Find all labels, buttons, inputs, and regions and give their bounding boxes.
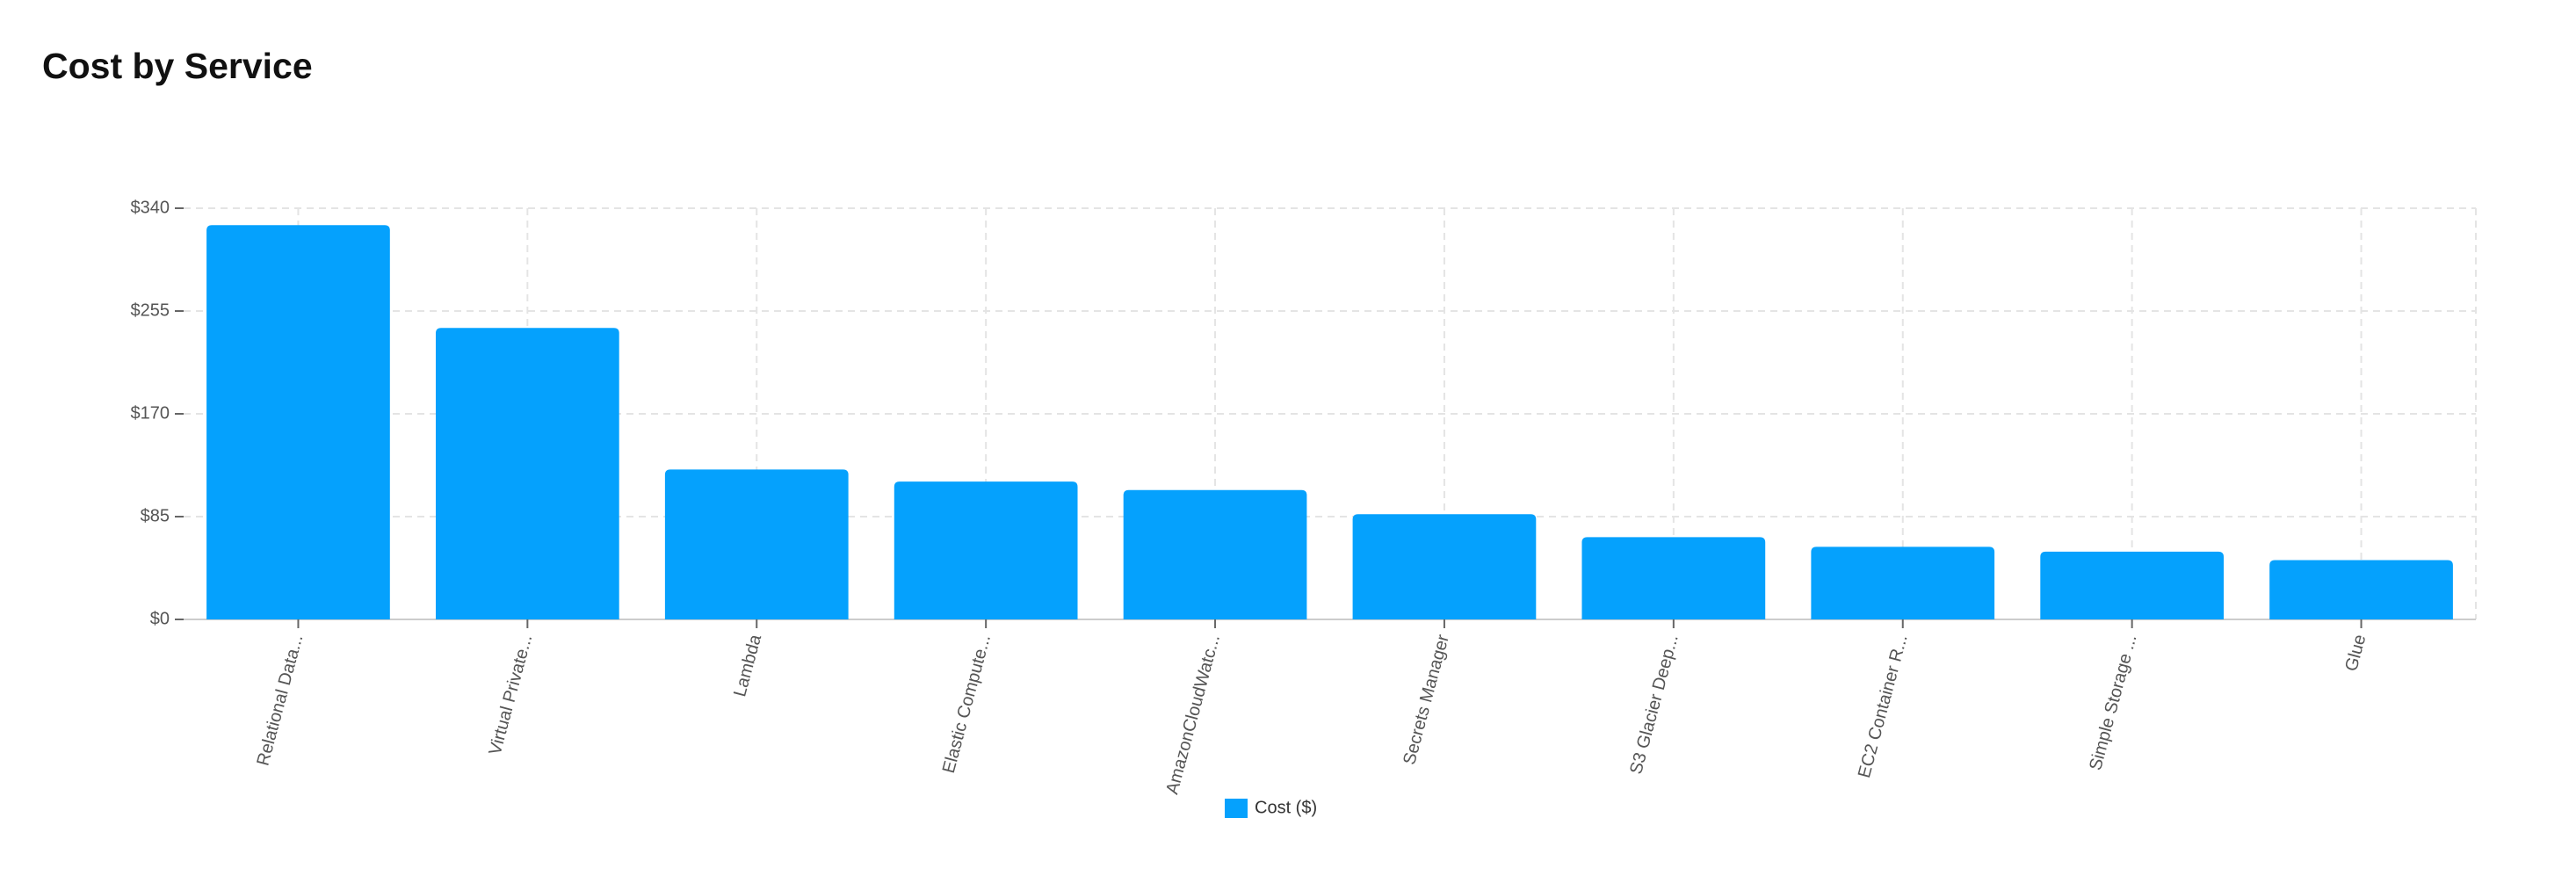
bar bbox=[1581, 537, 1766, 619]
x-tick-label: Secrets Manager bbox=[1400, 633, 1453, 767]
legend-label: Cost ($) bbox=[1255, 798, 1317, 817]
bar bbox=[1352, 514, 1537, 619]
x-tick-label: AmazonCloudWatc... bbox=[1162, 633, 1224, 796]
bar bbox=[1811, 546, 1995, 619]
x-tick-label: Simple Storage ... bbox=[2086, 633, 2140, 772]
bar bbox=[206, 225, 390, 619]
legend-swatch bbox=[1225, 799, 1248, 818]
x-tick-label: Glue bbox=[2341, 633, 2370, 674]
bar bbox=[1123, 489, 1307, 619]
x-tick-label: S3 Glacier Deep... bbox=[1626, 633, 1682, 777]
legend: Cost ($) bbox=[1225, 798, 1317, 818]
y-tick-label: $85 bbox=[141, 506, 170, 525]
bar bbox=[435, 328, 619, 619]
bar bbox=[2269, 560, 2453, 619]
bar bbox=[2040, 551, 2225, 619]
bar bbox=[894, 481, 1078, 619]
y-tick-label: $340 bbox=[131, 198, 170, 217]
x-tick-label: Elastic Compute... bbox=[939, 633, 995, 775]
x-tick-label: Lambda bbox=[730, 632, 765, 698]
x-tick-label: EC2 Container R... bbox=[1855, 633, 1912, 780]
x-tick-label: Virtual Private... bbox=[486, 633, 537, 757]
bar bbox=[664, 469, 849, 619]
x-tick-label: Relational Data... bbox=[253, 633, 307, 768]
y-tick-label: $0 bbox=[150, 609, 170, 628]
y-tick-label: $170 bbox=[131, 403, 170, 423]
y-tick-label: $255 bbox=[131, 300, 170, 320]
chart-title: Cost by Service bbox=[42, 46, 313, 86]
